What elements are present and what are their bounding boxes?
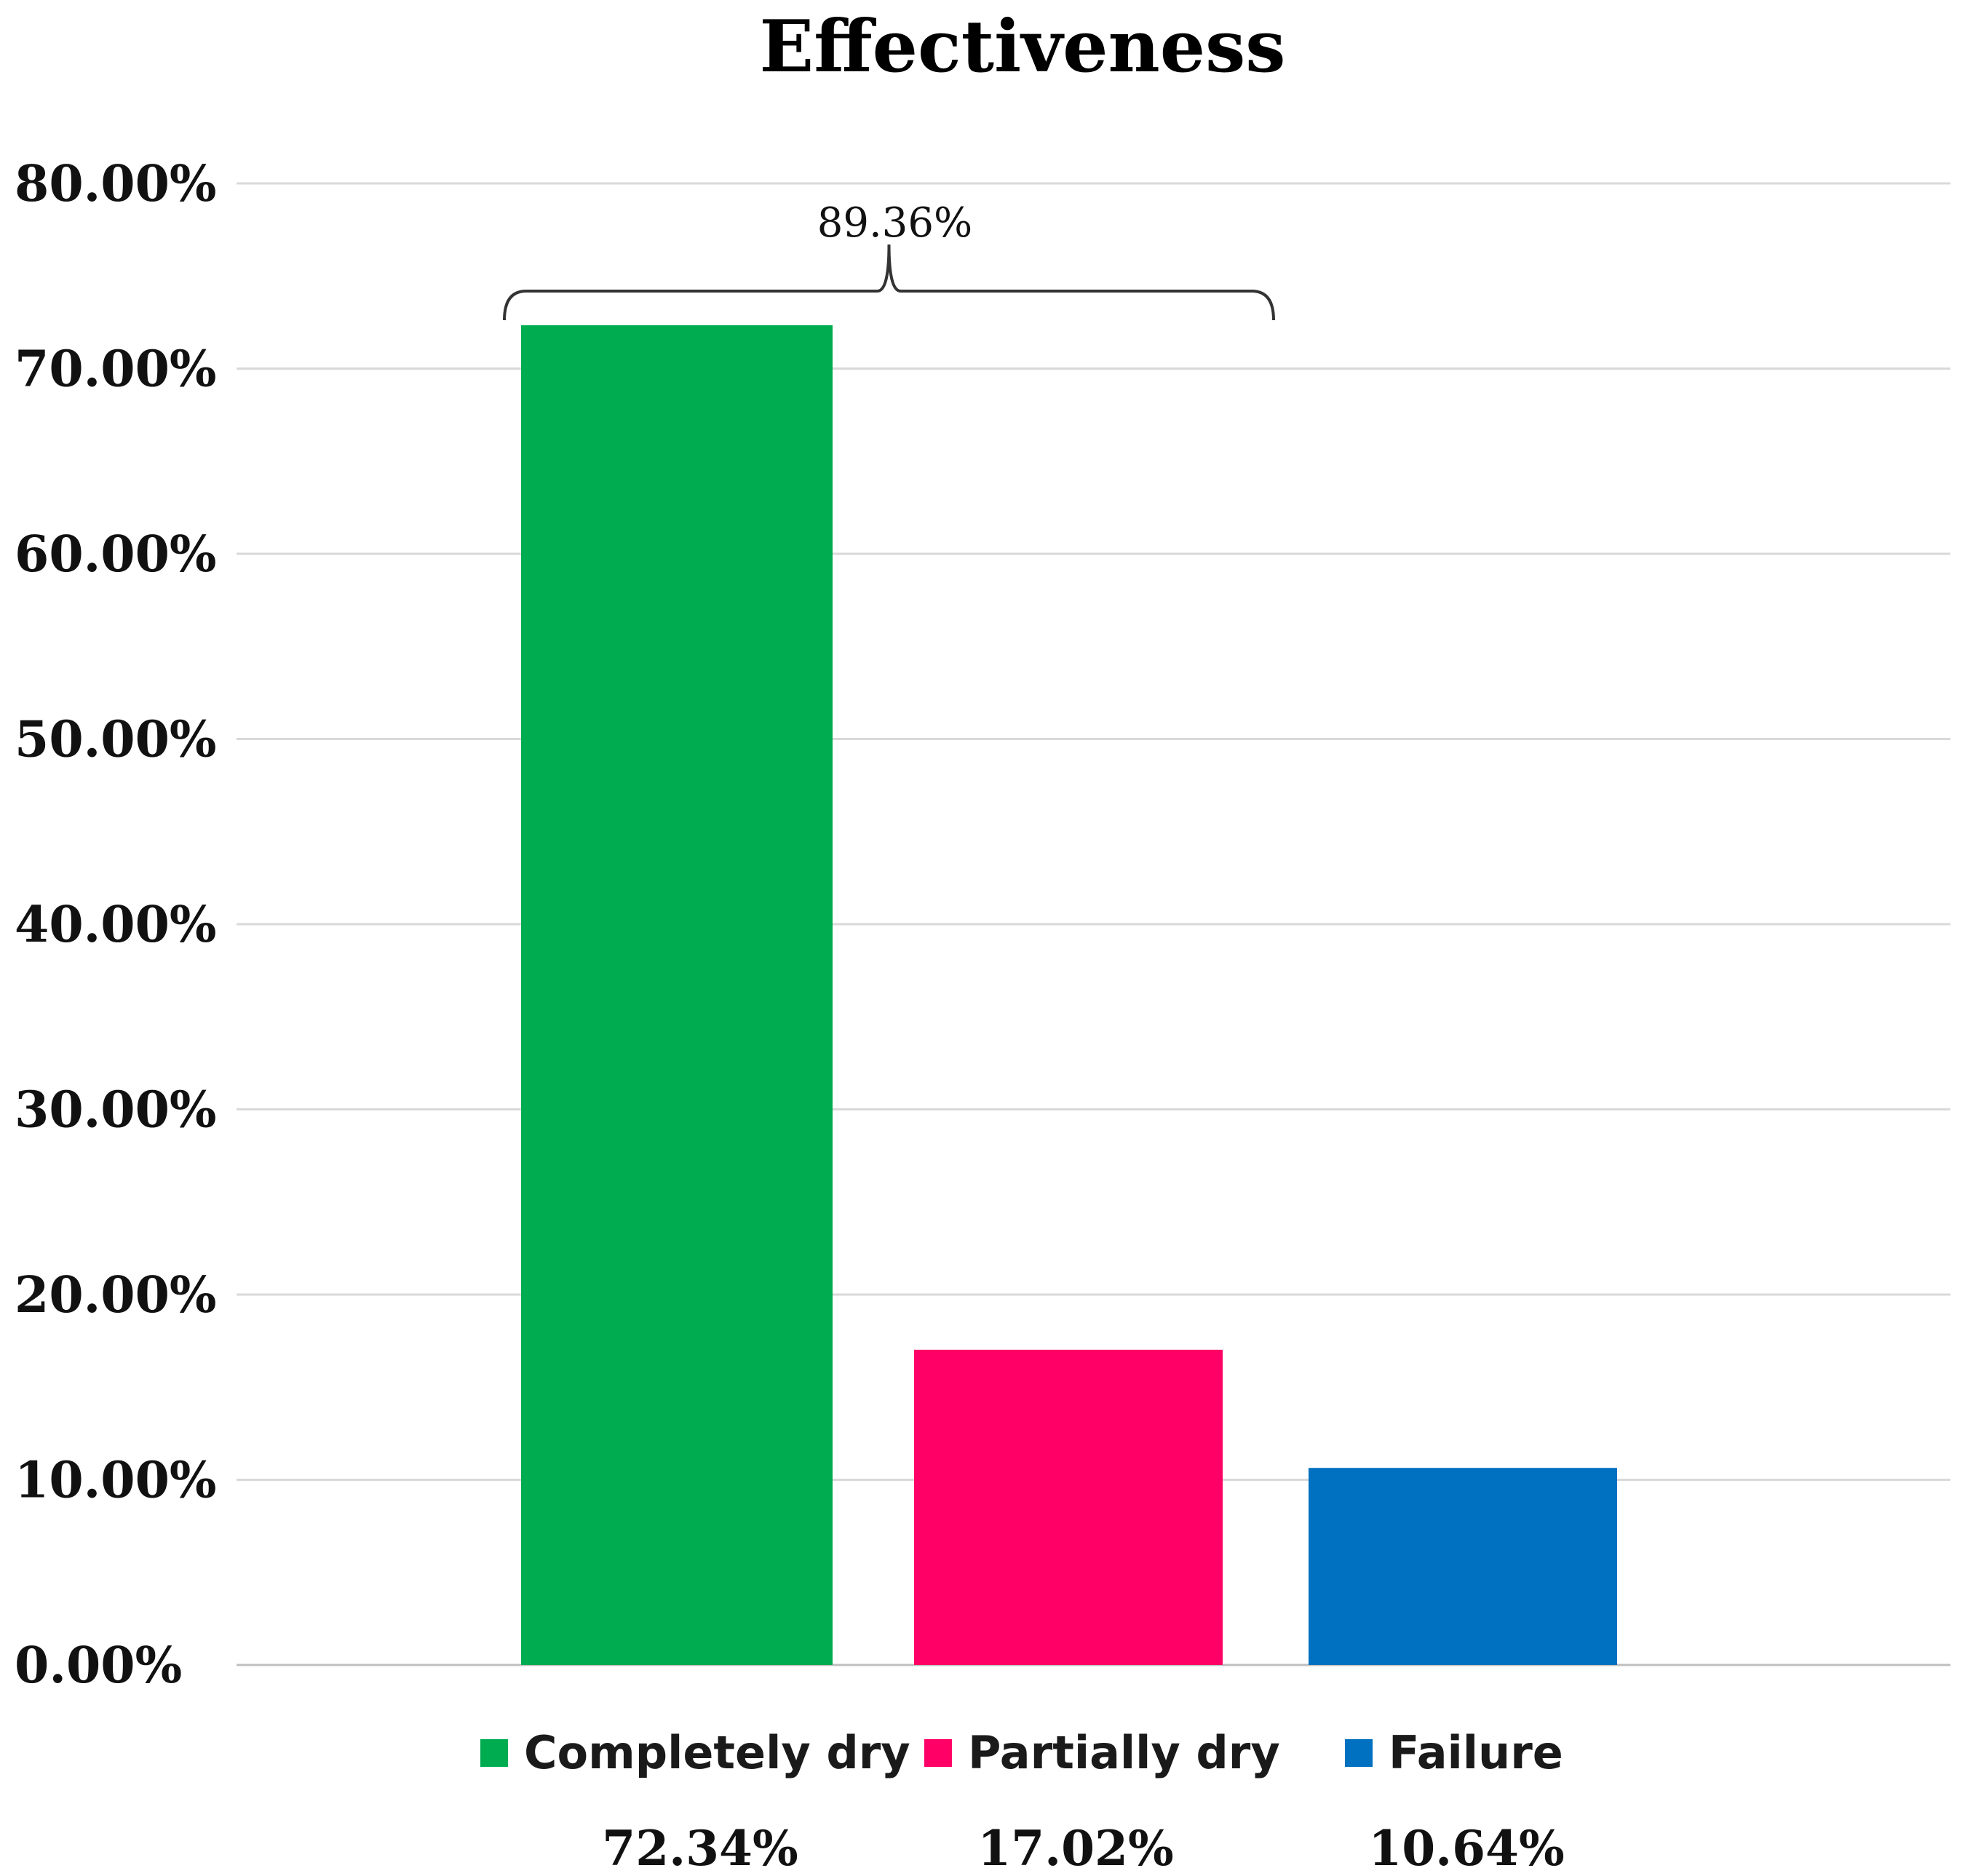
y-tick-label: 0.00% xyxy=(15,1637,182,1695)
y-tick-label: 20.00% xyxy=(15,1266,217,1324)
y-tick-label: 70.00% xyxy=(15,341,217,399)
bars xyxy=(521,325,1617,1665)
bracket-label: 89.36% xyxy=(817,199,973,247)
chart-title: Effectiveness xyxy=(760,5,1286,89)
legend: Completely dry Partially dry Failure xyxy=(480,1726,1563,1779)
legend-swatch xyxy=(1345,1739,1373,1767)
bar-failure xyxy=(1309,1468,1617,1665)
y-tick-label: 50.00% xyxy=(15,711,217,769)
value-label: 17.02% xyxy=(977,1820,1173,1876)
value-label: 10.64% xyxy=(1368,1820,1564,1876)
bracket-annotation: 89.36% xyxy=(503,199,1275,321)
y-axis-tick-labels: 0.00% 10.00% 20.00% 30.00% 40.00% 50.00% 60.00… xyxy=(15,155,217,1695)
y-tick-label: 40.00% xyxy=(15,896,217,954)
bar-partially-dry xyxy=(914,1349,1223,1665)
y-tick-label: 10.00% xyxy=(15,1452,217,1510)
y-tick-label: 80.00% xyxy=(15,155,217,213)
legend-label: Failure xyxy=(1389,1726,1563,1779)
value-labels: 72.34% 17.02% 10.64% xyxy=(602,1820,1564,1876)
legend-label: Completely dry xyxy=(524,1726,910,1779)
legend-swatch xyxy=(480,1739,508,1767)
y-tick-label: 30.00% xyxy=(15,1081,217,1140)
value-label: 72.34% xyxy=(602,1820,798,1876)
bar-completely-dry xyxy=(521,325,833,1665)
bracket xyxy=(503,244,1275,321)
y-tick-label: 60.00% xyxy=(15,525,217,584)
legend-swatch xyxy=(924,1739,952,1767)
legend-label: Partially dry xyxy=(968,1726,1280,1779)
